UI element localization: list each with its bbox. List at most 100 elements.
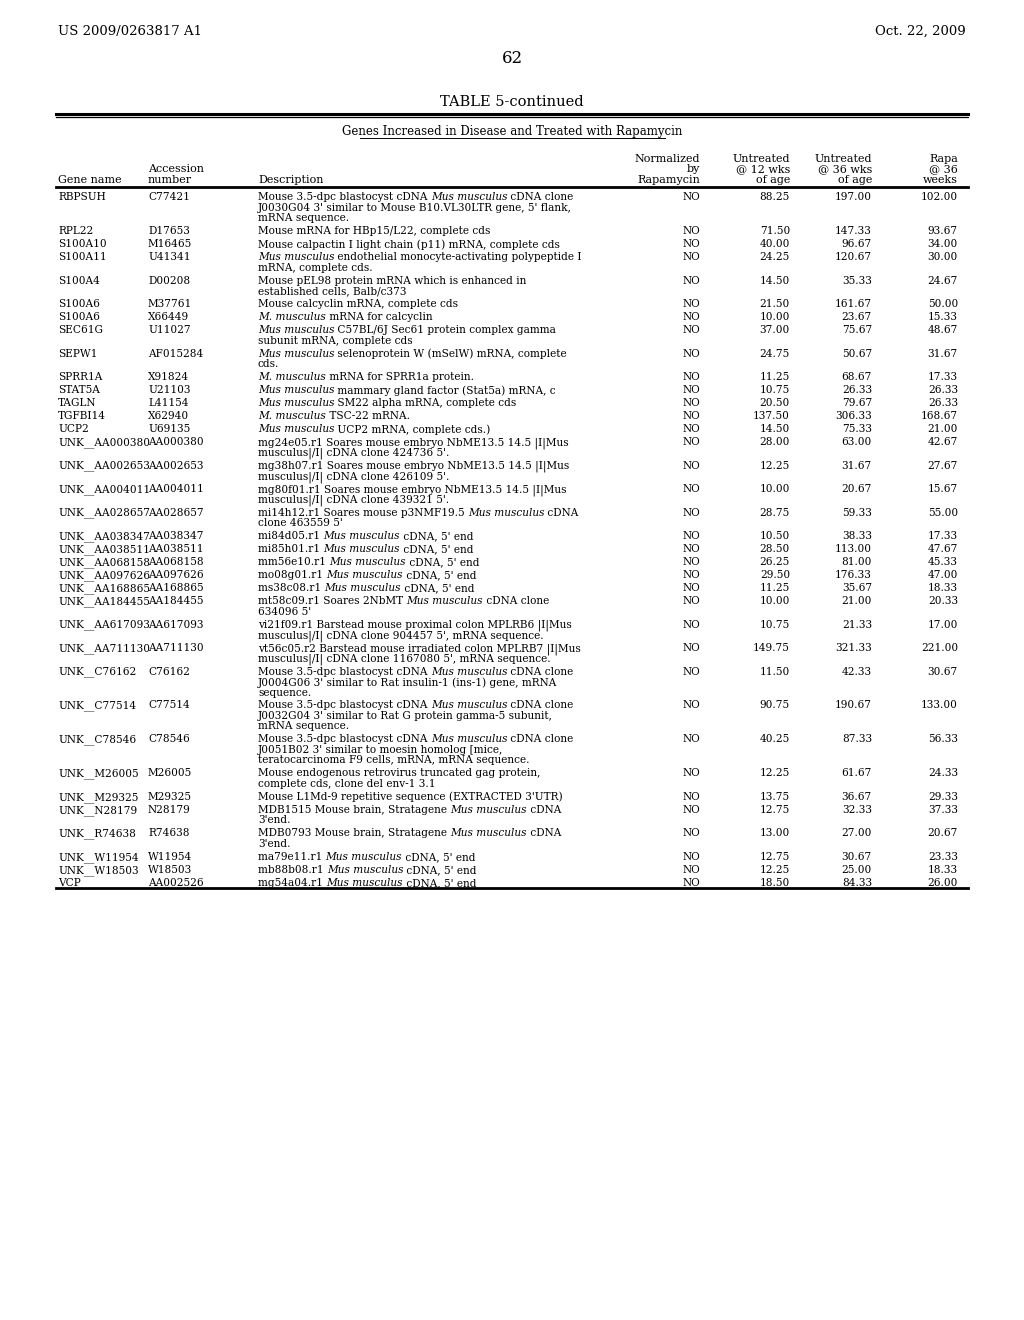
Text: UNK__AA000380: UNK__AA000380 [58,437,150,447]
Text: by: by [687,165,700,174]
Text: Mouse mRNA for HBp15/L22, complete cds: Mouse mRNA for HBp15/L22, complete cds [258,227,490,236]
Text: NO: NO [682,865,700,875]
Text: 12.25: 12.25 [760,768,790,779]
Text: 161.67: 161.67 [835,300,872,309]
Text: UCP2 mRNA, complete cds.): UCP2 mRNA, complete cds.) [335,424,490,434]
Text: SM22 alpha mRNA, complete cds: SM22 alpha mRNA, complete cds [335,399,517,408]
Text: NO: NO [682,424,700,434]
Text: 11.25: 11.25 [760,583,790,593]
Text: 197.00: 197.00 [835,193,872,202]
Text: M. musculus: M. musculus [258,372,326,383]
Text: 26.00: 26.00 [928,878,958,888]
Text: cDNA, 5' end: cDNA, 5' end [402,851,475,862]
Text: SEPW1: SEPW1 [58,348,97,359]
Text: of age: of age [838,176,872,185]
Text: N28179: N28179 [148,805,190,814]
Text: 31.67: 31.67 [842,461,872,471]
Text: 47.67: 47.67 [928,544,958,554]
Text: 36.67: 36.67 [842,792,872,803]
Text: TGFBI14: TGFBI14 [58,412,106,421]
Text: musculus|/I| cDNA clone 1167080 5', mRNA sequence.: musculus|/I| cDNA clone 1167080 5', mRNA… [258,653,551,665]
Text: 45.33: 45.33 [928,557,958,568]
Text: UNK__AA184455: UNK__AA184455 [58,597,150,607]
Text: 12.75: 12.75 [760,805,790,814]
Text: MDB0793 Mouse brain, Stratagene: MDB0793 Mouse brain, Stratagene [258,829,451,838]
Text: mo08g01.r1: mo08g01.r1 [258,570,327,579]
Text: mRNA, complete cds.: mRNA, complete cds. [258,263,373,273]
Text: NO: NO [682,643,700,653]
Text: 147.33: 147.33 [836,227,872,236]
Text: clone 463559 5': clone 463559 5' [258,519,343,528]
Text: Mus musculus: Mus musculus [330,557,406,568]
Text: Mouse pEL98 protein mRNA which is enhanced in: Mouse pEL98 protein mRNA which is enhanc… [258,276,526,286]
Text: cDNA, 5' end: cDNA, 5' end [402,570,476,579]
Text: TSC-22 mRNA.: TSC-22 mRNA. [326,412,410,421]
Text: AA184455: AA184455 [148,597,204,606]
Text: RPL22: RPL22 [58,227,93,236]
Text: 176.33: 176.33 [836,570,872,579]
Text: UNK__AA168865: UNK__AA168865 [58,583,150,594]
Text: 71.50: 71.50 [760,227,790,236]
Text: NO: NO [682,619,700,630]
Text: M37761: M37761 [148,300,193,309]
Text: Mouse 3.5-dpc blastocyst cDNA: Mouse 3.5-dpc blastocyst cDNA [258,193,431,202]
Text: AA617093: AA617093 [148,619,204,630]
Text: 96.67: 96.67 [842,239,872,249]
Text: AA000380: AA000380 [148,437,204,447]
Text: 24.33: 24.33 [928,768,958,779]
Text: AA711130: AA711130 [148,643,204,653]
Text: 12.75: 12.75 [760,851,790,862]
Text: D17653: D17653 [148,227,189,236]
Text: X66449: X66449 [148,313,189,322]
Text: U69135: U69135 [148,424,190,434]
Text: UCP2: UCP2 [58,424,89,434]
Text: ms38c08.r1: ms38c08.r1 [258,583,325,593]
Text: UNK__R74638: UNK__R74638 [58,829,136,840]
Text: 55.00: 55.00 [928,508,958,517]
Text: US 2009/0263817 A1: US 2009/0263817 A1 [58,25,202,38]
Text: 31.67: 31.67 [928,348,958,359]
Text: U41341: U41341 [148,252,190,263]
Text: of age: of age [756,176,790,185]
Text: 10.75: 10.75 [760,619,790,630]
Text: Mouse calpactin I light chain (p11) mRNA, complete cds: Mouse calpactin I light chain (p11) mRNA… [258,239,560,249]
Text: Mus musculus: Mus musculus [431,667,507,677]
Text: Mus musculus: Mus musculus [258,424,335,434]
Text: J0030G04 3' similar to Mouse B10.VL30LTR gene, 5' flank,: J0030G04 3' similar to Mouse B10.VL30LTR… [258,203,571,213]
Text: 27.67: 27.67 [928,461,958,471]
Text: 35.67: 35.67 [842,583,872,593]
Text: SPRR1A: SPRR1A [58,372,102,383]
Text: UNK__M26005: UNK__M26005 [58,768,138,779]
Text: UNK__AA068158: UNK__AA068158 [58,557,150,568]
Text: complete cds, clone del env-1 3.1: complete cds, clone del env-1 3.1 [258,779,435,789]
Text: 18.33: 18.33 [928,865,958,875]
Text: cDNA: cDNA [527,805,561,814]
Text: X62940: X62940 [148,412,189,421]
Text: 15.67: 15.67 [928,484,958,494]
Text: UNK__C77514: UNK__C77514 [58,701,136,711]
Text: Mus musculus: Mus musculus [258,348,335,359]
Text: S100A10: S100A10 [58,239,106,249]
Text: UNK__W18503: UNK__W18503 [58,865,138,875]
Text: Gene name: Gene name [58,176,122,185]
Text: S100A4: S100A4 [58,276,100,286]
Text: 62: 62 [502,50,522,67]
Text: 10.50: 10.50 [760,531,790,541]
Text: 120.67: 120.67 [835,252,872,263]
Text: cDNA, 5' end: cDNA, 5' end [402,878,476,888]
Text: 30.67: 30.67 [842,851,872,862]
Text: @ 12 wks: @ 12 wks [735,165,790,174]
Text: 50.67: 50.67 [842,348,872,359]
Text: 634096 5': 634096 5' [258,607,311,616]
Text: Mus musculus: Mus musculus [327,865,403,875]
Text: NO: NO [682,252,700,263]
Text: MDB1515 Mouse brain, Stratagene: MDB1515 Mouse brain, Stratagene [258,805,451,814]
Text: UNK__AA617093: UNK__AA617093 [58,619,150,630]
Text: 63.00: 63.00 [842,437,872,447]
Text: cDNA, 5' end: cDNA, 5' end [403,865,477,875]
Text: UNK__AA028657: UNK__AA028657 [58,508,150,519]
Text: mRNA for SPRR1a protein.: mRNA for SPRR1a protein. [326,372,474,383]
Text: R74638: R74638 [148,829,189,838]
Text: Untreated: Untreated [814,154,872,164]
Text: mb88b08.r1: mb88b08.r1 [258,865,327,875]
